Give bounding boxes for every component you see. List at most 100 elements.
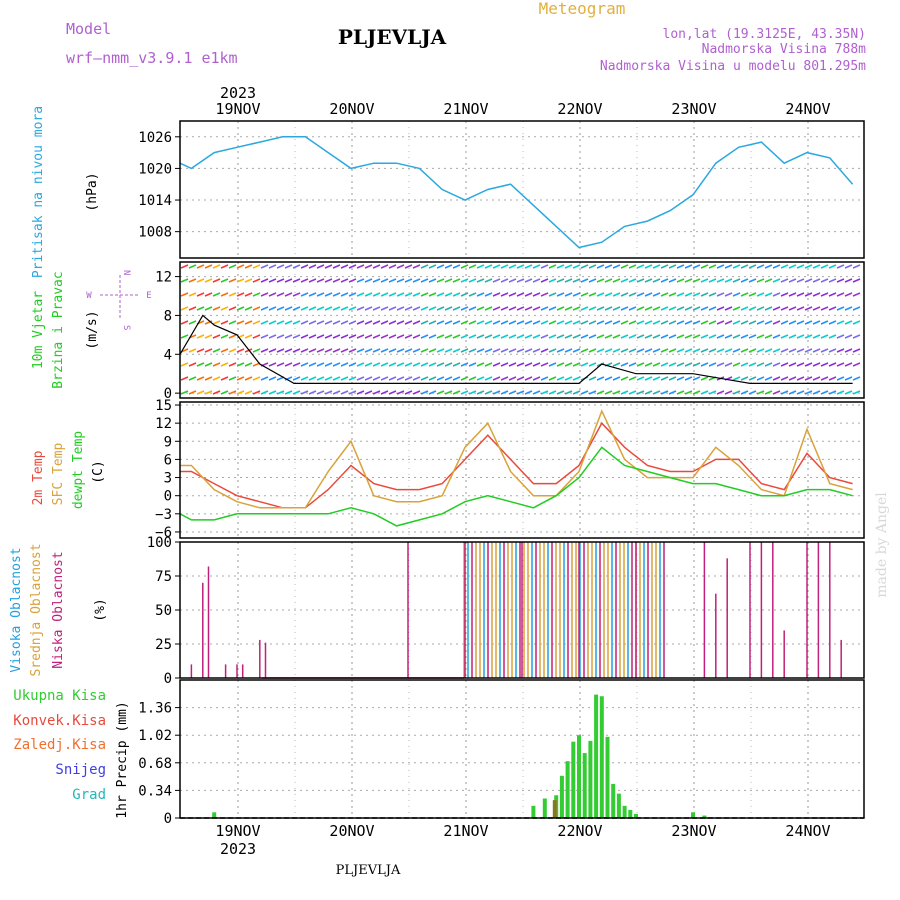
wind-barb (404, 320, 413, 325)
y-tick-label: 1.36 (138, 701, 172, 717)
y-tick-label: 15 (155, 398, 172, 414)
wind-barb (660, 306, 669, 311)
wind-barb (236, 334, 245, 339)
wind-barb (700, 320, 709, 325)
wind-barb (276, 320, 285, 325)
wind-barb (468, 306, 477, 311)
wind-barb (548, 292, 557, 297)
wind-barb (532, 264, 541, 269)
wind-barb (340, 292, 349, 297)
pressure-line (179, 136, 854, 249)
wind-barb (260, 292, 269, 297)
wind-barb (220, 334, 229, 339)
precip-bar-conv (552, 800, 557, 818)
wind-barb (404, 334, 413, 339)
wind-barb (724, 292, 733, 297)
wind-barb (788, 348, 797, 353)
wind-barb (660, 320, 669, 325)
wind-barb (564, 334, 573, 339)
wind-barb (548, 306, 557, 311)
compass-s: S (121, 325, 131, 330)
cloud-unit: (%) (93, 598, 108, 621)
wind-barb (412, 306, 421, 311)
y-tick-label: 100 (147, 535, 172, 551)
cloud-label-mid: Srednja Oblacnost (29, 543, 44, 676)
wind-barb (196, 390, 205, 395)
wind-barb (468, 348, 477, 353)
wind-barb (308, 320, 317, 325)
wind-barb (828, 390, 837, 395)
wind-barb (276, 334, 285, 339)
wind-barb (284, 390, 293, 395)
y-tick-label: 1020 (138, 161, 172, 177)
wind-barb (364, 264, 373, 269)
wind-barb (532, 320, 541, 325)
wind-barb (844, 264, 853, 269)
wind-barb (452, 390, 461, 395)
wind-barb (628, 390, 637, 395)
wind-barb (284, 348, 293, 353)
bottom-tick-label: 23NOV (671, 822, 716, 840)
wind-barb (764, 362, 773, 367)
wind-barb (804, 278, 813, 283)
wind-barb (628, 334, 637, 339)
wind-barb (396, 334, 405, 339)
wind-barb (340, 348, 349, 353)
wind-barb (772, 264, 781, 269)
wind-barb (740, 348, 749, 353)
wind-barb (484, 278, 493, 283)
wind-barb (588, 376, 597, 381)
wind-barb (788, 292, 797, 297)
meteogram-title: Meteogram (539, 0, 626, 18)
wind-barb (636, 264, 645, 269)
wind-barb (548, 376, 557, 381)
wind-barb (236, 278, 245, 283)
wind-barb (180, 278, 189, 283)
wind-barb (780, 362, 789, 367)
wind-barb (556, 390, 565, 395)
wind-barb (236, 320, 245, 325)
wind-barb (292, 362, 301, 367)
wind-barb (372, 278, 381, 283)
wind-frame (179, 261, 865, 399)
wind-barb (732, 390, 741, 395)
wind-barb (780, 278, 789, 283)
wind-barb (668, 334, 677, 339)
wind-barb (292, 278, 301, 283)
wind-barb (852, 376, 861, 381)
wind-barb (220, 362, 229, 367)
wind-barb (644, 292, 653, 297)
wind-barb (596, 334, 605, 339)
wind-barb (356, 306, 365, 311)
wind-barb (524, 362, 533, 367)
wind-barb (564, 292, 573, 297)
wind-barb (356, 334, 365, 339)
wind-barb (620, 376, 629, 381)
wind-barb (724, 390, 733, 395)
wind-barb (684, 348, 693, 353)
compass-n: N (121, 270, 131, 275)
wind-barb (740, 334, 749, 339)
wind-barb (348, 292, 357, 297)
wind-barb (516, 376, 525, 381)
wind-barb (396, 362, 405, 367)
wind-barb (724, 334, 733, 339)
wind-barb (412, 320, 421, 325)
wind-barb (492, 334, 501, 339)
wind-barb (780, 376, 789, 381)
wind-barb (596, 320, 605, 325)
wind-barb (820, 264, 829, 269)
wind-barb (468, 390, 477, 395)
precip-bar (634, 813, 638, 818)
wind-barb (716, 362, 725, 367)
wind-barb (564, 376, 573, 381)
wind-barb (564, 362, 573, 367)
wind-barb (676, 264, 685, 269)
wind-barb (788, 306, 797, 311)
wind-barb (660, 348, 669, 353)
wind-barb (268, 376, 277, 381)
wind-barb (228, 320, 237, 325)
wind-barb (692, 390, 701, 395)
wind-barb (516, 390, 525, 395)
wind-barb (460, 390, 469, 395)
